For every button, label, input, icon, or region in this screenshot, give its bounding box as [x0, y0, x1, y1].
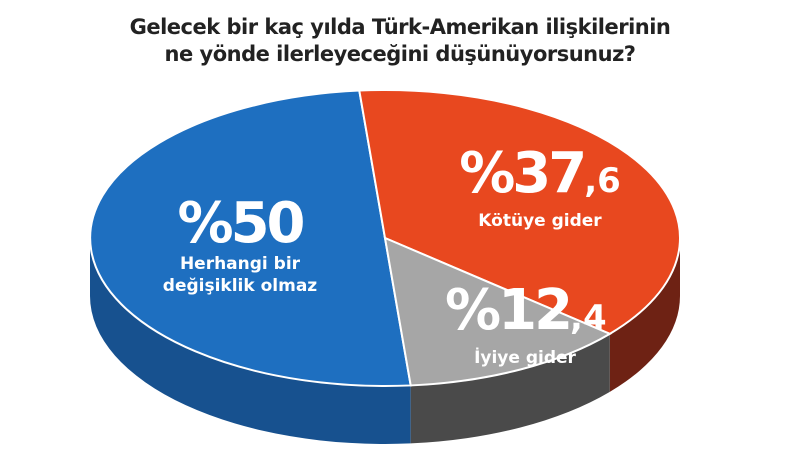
- pie-slice-0: [89, 89, 412, 387]
- value-no-change: %50: [177, 191, 305, 256]
- pie-side-0: [90, 238, 411, 444]
- value-better: %12,4: [445, 278, 607, 343]
- pie-slice-1: [358, 89, 681, 335]
- pie-slice-2: [383, 236, 612, 387]
- title-line-1: Gelecek bir kaç yılda Türk-Amerikan iliş…: [129, 15, 671, 39]
- pie-side-1: [609, 238, 680, 392]
- title-line-2: ne yönde ilerleyeceğini düşünüyorsunuz?: [164, 42, 636, 66]
- caption-no-change-2: değişiklik olmaz: [162, 276, 318, 296]
- caption-better: İyiye gider: [474, 348, 576, 368]
- caption-no-change-1: Herhangi bir: [179, 254, 301, 274]
- caption-worse: Kötüye gider: [478, 211, 602, 231]
- label-better: %12,4 İyiye gider: [445, 278, 607, 369]
- pie-side-2: [410, 333, 610, 444]
- label-worse: %37,6 Kötüye gider: [450, 145, 630, 232]
- label-no-change: %50 Herhangi bir değişiklik olmaz: [120, 195, 360, 297]
- value-worse: %37,6: [459, 141, 621, 206]
- chart-title: Gelecek bir kaç yılda Türk-Amerikan iliş…: [0, 14, 800, 68]
